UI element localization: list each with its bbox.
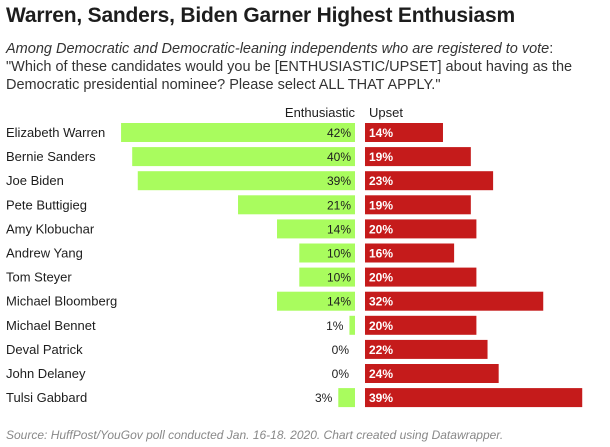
bar-upset <box>365 364 499 383</box>
value-label-enthusiastic: 3% <box>315 391 333 405</box>
value-label-upset: 23% <box>369 174 393 188</box>
bar-enthusiastic <box>277 219 355 239</box>
value-label-upset: 32% <box>369 295 393 309</box>
chart-subtitle: Among Democratic and Democratic-leaning … <box>6 40 601 94</box>
value-label-enthusiastic: 40% <box>327 150 351 164</box>
value-label-enthusiastic: 21% <box>327 198 351 212</box>
chart-title: Warren, Sanders, Biden Garner Highest En… <box>6 4 515 27</box>
bar-enthusiastic <box>132 147 355 167</box>
bar-upset <box>365 171 494 191</box>
value-label-upset: 22% <box>369 343 393 357</box>
bar-upset <box>365 123 443 142</box>
category-label: Michael Bennet <box>6 318 96 333</box>
bar-enthusiastic <box>299 267 355 287</box>
category-label: John Delaney <box>6 366 86 381</box>
category-label: Tulsi Gabbard <box>6 390 87 405</box>
value-label-upset: 20% <box>369 222 393 236</box>
value-label-upset: 19% <box>369 198 393 212</box>
bar-enthusiastic <box>238 195 355 215</box>
category-label: Pete Buttigieg <box>6 197 87 212</box>
bar-upset <box>365 267 477 287</box>
bar-upset <box>365 195 471 215</box>
bar-upset <box>365 388 583 408</box>
bar-upset <box>365 243 455 263</box>
value-label-upset: 24% <box>369 367 393 381</box>
value-label-enthusiastic: 14% <box>327 222 351 236</box>
source-note: Source: HuffPost/YouGov poll conducted J… <box>6 428 504 442</box>
value-label-enthusiastic: 1% <box>326 319 344 333</box>
bar-enthusiastic <box>349 315 355 335</box>
bar-upset <box>365 339 488 359</box>
value-label-upset: 20% <box>369 271 393 285</box>
bar-enthusiastic <box>277 291 355 311</box>
value-label-upset: 14% <box>369 126 393 140</box>
bar-upset <box>365 291 544 311</box>
category-label: Michael Bloomberg <box>6 294 117 309</box>
category-label: Joe Biden <box>6 173 64 188</box>
value-label-upset: 16% <box>369 247 393 261</box>
category-label: Amy Klobuchar <box>6 221 95 236</box>
value-label-upset: 39% <box>369 391 393 405</box>
bar-enthusiastic <box>121 123 355 142</box>
header-upset: Upset <box>369 105 403 120</box>
bar-enthusiastic <box>137 171 355 191</box>
bar-enthusiastic <box>338 388 355 408</box>
value-label-enthusiastic: 39% <box>327 174 351 188</box>
bar-upset <box>365 219 477 239</box>
value-label-enthusiastic: 10% <box>327 247 351 261</box>
value-label-enthusiastic: 0% <box>332 343 350 357</box>
bar-upset <box>365 147 471 167</box>
subtitle-rest: : "Which of these candidates would you b… <box>6 41 573 93</box>
value-label-enthusiastic: 10% <box>327 271 351 285</box>
bar-upset <box>365 315 477 335</box>
category-label: Bernie Sanders <box>6 149 96 164</box>
bar-enthusiastic <box>299 243 355 263</box>
category-label: Elizabeth Warren <box>6 125 105 140</box>
value-label-enthusiastic: 14% <box>327 295 351 309</box>
value-label-enthusiastic: 0% <box>332 367 350 381</box>
category-label: Tom Steyer <box>6 270 72 285</box>
subtitle-lead: Among Democratic and Democratic-leaning … <box>6 41 550 57</box>
category-label: Andrew Yang <box>6 246 83 261</box>
header-enthusiastic: Enthusiastic <box>285 105 356 120</box>
value-label-upset: 19% <box>369 150 393 164</box>
value-label-upset: 20% <box>369 319 393 333</box>
value-label-enthusiastic: 42% <box>327 126 351 140</box>
category-label: Deval Patrick <box>6 342 83 357</box>
